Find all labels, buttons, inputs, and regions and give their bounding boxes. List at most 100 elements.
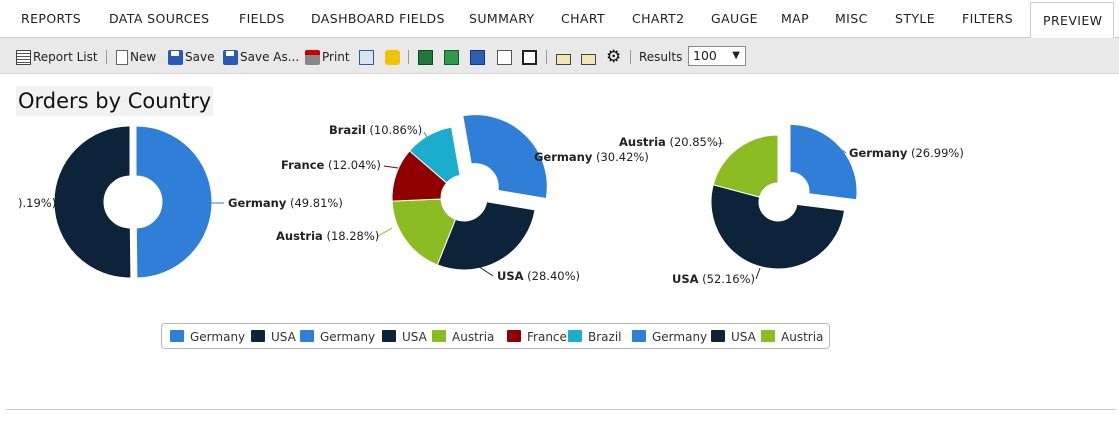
toolbar-separator: [106, 50, 107, 64]
legend-item-france[interactable]: France: [507, 330, 567, 344]
email-icon: [556, 53, 571, 65]
data-label-percent: (26.99%): [907, 146, 963, 160]
data-label: ).19%): [18, 196, 56, 210]
legend-label: Austria: [452, 330, 495, 344]
pie-slice-germany[interactable]: [462, 114, 548, 200]
data-label-name: Germany: [849, 146, 908, 160]
legend-swatch: [382, 330, 396, 342]
tab-reports[interactable]: REPORTS: [21, 11, 82, 26]
results-label: Results: [639, 50, 683, 64]
tab-style[interactable]: STYLE: [895, 11, 936, 26]
results-select[interactable]: 100 ▼: [688, 46, 746, 66]
tab-dashboard-fields[interactable]: DASHBOARD FIELDS: [311, 11, 445, 26]
document-button[interactable]: [497, 48, 514, 66]
email-icon: [581, 53, 596, 65]
legend-item-germany[interactable]: Germany: [632, 330, 707, 344]
print-button[interactable]: Print: [305, 48, 350, 66]
legend-item-germany[interactable]: Germany: [300, 330, 375, 344]
legend-swatch: [632, 330, 646, 342]
legend-label: USA: [271, 330, 296, 344]
tab-chart[interactable]: CHART: [561, 11, 606, 26]
legend-swatch: [761, 330, 775, 342]
data-label-name: Germany: [534, 150, 593, 164]
data-label: Germany (30.42%): [534, 150, 649, 164]
legend-item-austria[interactable]: Austria: [761, 330, 823, 344]
charts-area: Germany (49.81%) ).19%) Germany (30.42%) US…: [18, 114, 964, 286]
data-label-percent: ).19%): [18, 196, 56, 210]
pie-slice-austria[interactable]: [391, 198, 457, 266]
data-label: Germany (49.81%): [228, 196, 343, 210]
page-title: Orders by Country: [16, 86, 214, 116]
sql-button[interactable]: [385, 48, 402, 66]
data-label: Germany (26.99%): [849, 146, 964, 160]
excel-button[interactable]: [444, 48, 461, 66]
save-as-icon: [223, 49, 238, 65]
legend-item-usa[interactable]: USA: [382, 330, 427, 344]
data-label-percent: (52.16%): [699, 272, 755, 286]
gear-icon: ⚙: [606, 46, 622, 67]
word-button[interactable]: [470, 48, 487, 66]
report-list-button[interactable]: Report List: [16, 48, 98, 66]
legend-item-brazil[interactable]: Brazil: [568, 330, 622, 344]
save-icon: [168, 49, 183, 65]
data-label: USA (52.16%): [672, 272, 755, 286]
tab-chart2[interactable]: CHART2: [632, 11, 685, 26]
pie-slice-germany[interactable]: [789, 123, 858, 201]
data-label-percent: (18.28%): [323, 229, 379, 243]
legend-item-usa[interactable]: USA: [251, 330, 296, 344]
connector-line: [513, 149, 531, 159]
tab-bar: REPORTS DATA SOURCES FIELDS DASHBOARD FI…: [0, 0, 1119, 39]
tab-fields[interactable]: FIELDS: [239, 11, 285, 26]
results-value: 100: [693, 48, 717, 63]
legend-item-germany[interactable]: Germany: [170, 330, 245, 344]
connector-line: [841, 149, 847, 154]
save-label: Save: [185, 50, 215, 64]
document-icon: [497, 49, 512, 65]
legend-item-austria[interactable]: Austria: [432, 330, 494, 344]
list-icon: [16, 49, 31, 65]
legend-label: USA: [731, 330, 756, 344]
legend-swatch: [568, 330, 582, 342]
tab-gauge[interactable]: GAUGE: [711, 11, 758, 26]
tab-summary[interactable]: SUMMARY: [469, 11, 535, 26]
email-button[interactable]: [556, 50, 573, 68]
save-as-button[interactable]: Save As...: [223, 48, 299, 66]
pie-slice-brazil[interactable]: [408, 126, 461, 184]
email-schedule-button[interactable]: [581, 50, 598, 68]
data-label-percent: (28.40%): [524, 269, 580, 283]
excel-export-button[interactable]: [418, 48, 435, 66]
save-as-label: Save As...: [240, 50, 300, 64]
legend-label: Germany: [652, 330, 708, 344]
chart-legend: Germany USA Germany USA Austria France Brazil G…: [161, 323, 830, 349]
legend-item-usa[interactable]: USA: [711, 330, 756, 344]
html-export-button[interactable]: [359, 48, 376, 66]
legend-swatch: [251, 330, 265, 342]
tab-misc[interactable]: MISC: [835, 11, 868, 26]
pie-slice-usa[interactable]: [710, 184, 846, 270]
legend-label: Brazil: [588, 330, 622, 344]
chevron-down-icon: ▼: [732, 50, 740, 61]
legend-label: USA: [402, 330, 427, 344]
settings-button[interactable]: ⚙: [606, 48, 621, 66]
tab-map[interactable]: MAP: [781, 11, 810, 26]
legend-swatch: [507, 330, 521, 342]
data-label-percent: (10.86%): [366, 123, 422, 137]
legend-label: Austria: [781, 330, 824, 344]
tab-data-sources[interactable]: DATA SOURCES: [109, 11, 210, 26]
new-doc-icon: [116, 49, 128, 65]
pie-slice-austria[interactable]: [712, 134, 779, 198]
pie-slice-germany[interactable]: [135, 125, 213, 279]
excel-export-icon: [418, 49, 433, 65]
excel-icon: [444, 49, 459, 65]
legend-swatch: [432, 330, 446, 342]
csv-button[interactable]: [522, 48, 539, 66]
pie-slice-usa[interactable]: [53, 125, 132, 279]
save-button[interactable]: Save: [168, 48, 214, 66]
connector-line: [755, 267, 761, 280]
tab-filters[interactable]: FILTERS: [962, 11, 1014, 26]
tab-preview[interactable]: PREVIEW: [1030, 2, 1114, 39]
new-button[interactable]: New: [116, 48, 156, 66]
legend-swatch: [300, 330, 314, 342]
data-label-percent: (30.42%): [592, 150, 648, 164]
pie-slice-usa[interactable]: [436, 201, 536, 271]
